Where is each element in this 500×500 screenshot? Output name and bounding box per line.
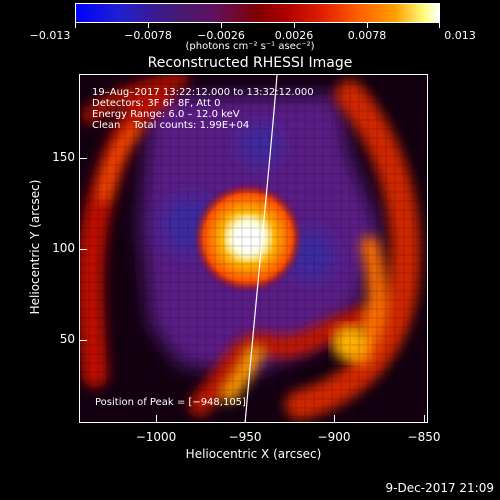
colorbar-label: −0.0078 <box>124 29 172 42</box>
y-tick <box>79 158 87 159</box>
image-title: Reconstructed RHESSI Image <box>147 55 353 71</box>
x-tick-label: −950 <box>228 430 262 444</box>
y-tick <box>79 340 87 341</box>
colorbar <box>75 3 440 23</box>
x-tick <box>156 415 157 423</box>
colorbar-tick <box>439 23 440 28</box>
colorbar-label: 0.0026 <box>274 29 314 42</box>
y-tick <box>79 249 87 250</box>
colorbar-label: −0.013 <box>29 29 71 42</box>
colorbar-label: 0.0078 <box>347 29 387 42</box>
x-axis-label: Heliocentric X (arcsec) <box>185 447 322 461</box>
colorbar-tick <box>294 23 295 28</box>
annotation-peak-position: Position of Peak = [−948,105] <box>95 397 246 408</box>
colorbar-label: 0.013 <box>444 29 476 42</box>
annotation-energy-range: Energy Range: 6.0 – 12.0 keV <box>92 109 240 120</box>
colorbar-tick <box>75 23 76 28</box>
x-tick-label: −1000 <box>135 430 177 444</box>
colorbar-tick <box>367 23 368 28</box>
x-tick <box>245 415 246 423</box>
colorbar-tick <box>148 23 149 28</box>
x-tick-label: −900 <box>317 430 351 444</box>
y-tick-label: 100 <box>52 241 75 255</box>
solar-image-canvas <box>80 75 427 422</box>
colorbar-units: (photons cm⁻² s⁻¹ asec⁻²) <box>185 41 315 52</box>
annotation-detectors: Detectors: 3F 6F 8F, Att 0 <box>92 98 221 109</box>
solar-image: 19–Aug–2017 13:22:12.000 to 13:32:12.000… <box>79 74 428 423</box>
x-tick <box>334 415 335 423</box>
y-tick-label: 50 <box>59 332 75 346</box>
y-axis-label: Heliocentric Y (arcsec) <box>28 179 42 315</box>
colorbar-tick <box>221 23 222 28</box>
solar-limb-line <box>244 75 278 422</box>
x-tick-label: −850 <box>407 430 441 444</box>
colorbar-label: −0.0026 <box>197 29 245 42</box>
annotation-time-range: 19–Aug–2017 13:22:12.000 to 13:32:12.000 <box>92 87 314 98</box>
annotation-clean-counts: Clean Total counts: 1.99E+04 <box>92 120 250 131</box>
date-stamp: 9-Dec-2017 21:09 <box>385 481 494 495</box>
x-tick <box>424 415 425 423</box>
y-tick-label: 150 <box>52 150 75 164</box>
